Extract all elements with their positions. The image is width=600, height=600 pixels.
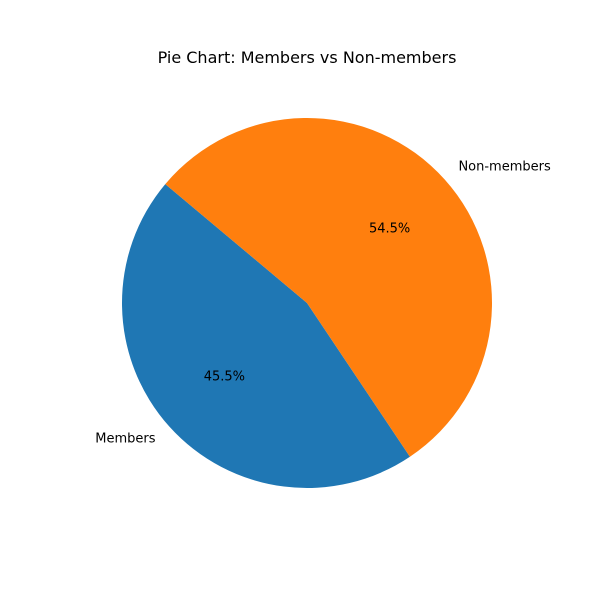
- percent-label-non-members: 54.5%: [369, 221, 410, 236]
- pie-slices: [122, 118, 492, 489]
- percent-label-members: 45.5%: [204, 370, 245, 385]
- slice-label-members: Members: [95, 431, 155, 446]
- slice-label-non-members: Non-members: [458, 160, 551, 175]
- pie-labels: Members 45.5% Non-members 54.5%: [95, 160, 551, 447]
- chart-title: Pie Chart: Members vs Non-members: [158, 48, 457, 67]
- pie-slice-non-members: [165, 118, 492, 457]
- pie-slice-members: [122, 184, 410, 489]
